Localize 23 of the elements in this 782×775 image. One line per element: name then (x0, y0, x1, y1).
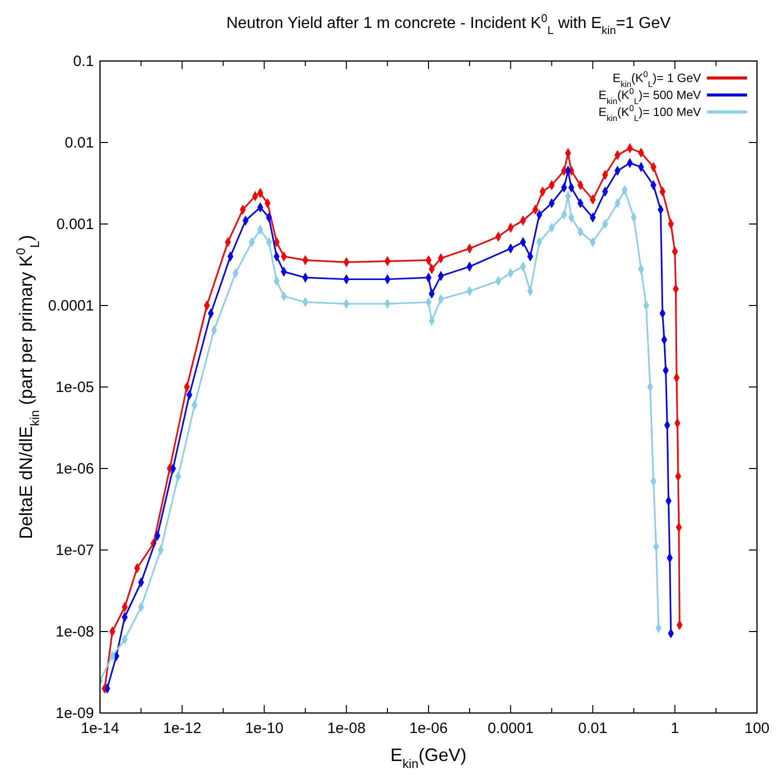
x-tick-label: 1e-10 (245, 720, 284, 737)
x-tick-label: 1e-06 (409, 720, 448, 737)
legend-label: E$_{kin}$(K$^{0}$$_{L}$)= 500 MeV (598, 86, 701, 106)
y-tick-label: 0.1 (73, 53, 94, 70)
x-axis-title: E$_{kin}$(GeV) (390, 745, 467, 771)
legend-label: E$_{kin}$(K$^{0}$$_{L}$)= 1 GeV (612, 69, 701, 89)
y-tick-label: 1e-05 (56, 379, 94, 396)
x-tick-label: 1e-14 (80, 720, 120, 737)
y-tick-label: 0.001 (56, 216, 94, 233)
y-tick-label: 1e-06 (56, 460, 94, 478)
y-tick-label: 1e-07 (56, 542, 94, 559)
legend-label: E$_{kin}$(K$^{0}$$_{L}$)= 100 MeV (598, 103, 701, 123)
x-tick-label: 1 (670, 720, 680, 737)
x-tick-label: 1e-12 (162, 720, 202, 737)
x-tick-label: 1e-08 (327, 720, 366, 737)
y-tick-label: 1e-08 (56, 624, 94, 640)
x-tick-label: 100 (744, 720, 770, 737)
y-tick-label: 1e-09 (56, 705, 94, 722)
y-tick-label: 0.0001 (48, 298, 94, 314)
chart-title: Neutron Yield after 1 m concrete - Incident K$^{0}$$_{L}$ with E$_{kin}$=1 GeV (226, 13, 671, 37)
x-tick-label: 0.0001 (488, 720, 534, 737)
x-tick-label: 0.01 (578, 720, 608, 737)
y-tick-label: 0.01 (64, 134, 94, 152)
